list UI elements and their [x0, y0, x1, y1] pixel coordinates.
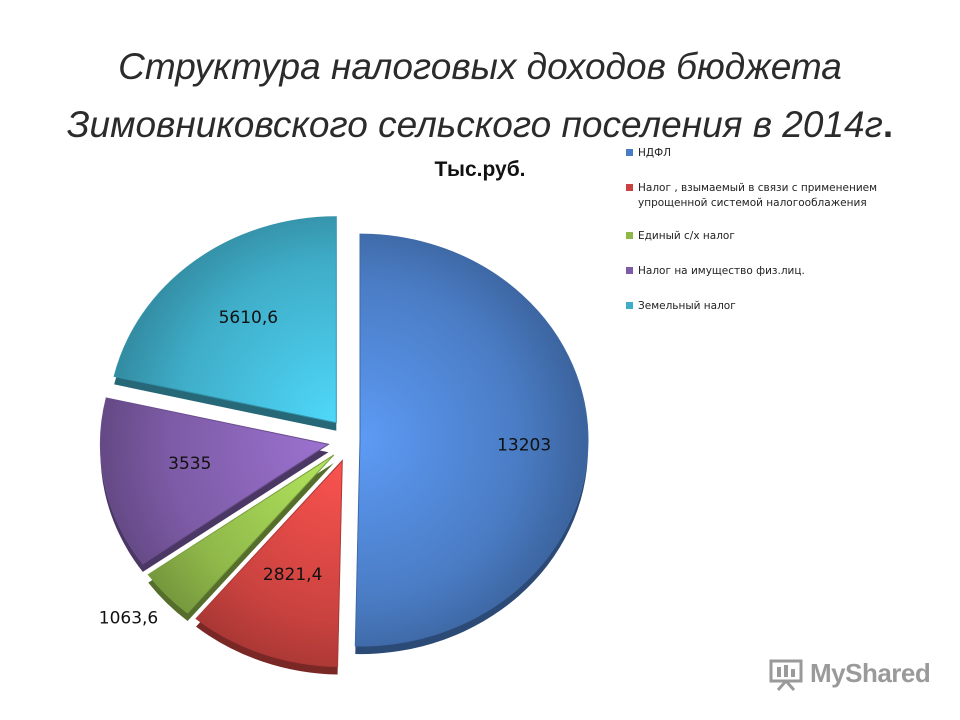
pie-slice-1 [195, 459, 343, 668]
watermark: MyShared [768, 656, 938, 692]
watermark-text: MyShared [810, 658, 931, 688]
legend-item-1: Налог , взымаемый в связи с применением … [626, 181, 926, 211]
pie-slice-2 [147, 454, 335, 614]
title-dot: . [882, 104, 894, 145]
title-line-2-text: Зимовниковского сельского поселения в 20… [66, 104, 883, 145]
legend-item-3: Налог на имущество физ.лиц. [626, 264, 926, 279]
unit-label: Тыс.руб. [434, 158, 526, 181]
legend-swatch-4 [626, 302, 633, 309]
title-line-2: Зимовниковского сельского поселения в 20… [0, 96, 960, 154]
legend-label-3: Налог на имущество физ.лиц. [638, 265, 805, 277]
pie-slice-4 [113, 216, 337, 424]
legend-item-4: Земельный налог [626, 299, 926, 314]
title-line-1: Структура налоговых доходов бюджета [118, 46, 842, 87]
pie-slices [99, 216, 589, 675]
legend-swatch-1 [626, 184, 633, 191]
data-label-0: 13203 [497, 435, 551, 455]
legend-swatch-3 [626, 267, 633, 274]
legend-label-1: Налог , взымаемый в связи с применением … [638, 182, 878, 209]
pie-slice-3 [99, 397, 330, 565]
chart-legend: НДФЛ Налог , взымаемый в связи с применен… [626, 146, 926, 314]
page-title: Структура налоговых доходов бюджета Зимо… [0, 38, 960, 154]
data-label-3: 3535 [168, 454, 211, 474]
data-label-4: 5610,6 [219, 308, 278, 328]
legend-item-0: НДФЛ [626, 146, 926, 161]
legend-item-2: Единый с/х налог [626, 229, 926, 244]
legend-label-0: НДФЛ [638, 147, 672, 159]
pie-data-labels: 13203 2821,4 1063,6 3535 5610,6 [99, 308, 551, 629]
legend-label-4: Земельный налог [638, 300, 736, 312]
pie-slice-0 [354, 233, 589, 647]
legend-label-2: Единый с/х налог [638, 230, 735, 242]
data-label-1: 2821,4 [263, 565, 322, 585]
data-label-2: 1063,6 [99, 609, 158, 629]
legend-swatch-0 [626, 149, 633, 156]
legend-swatch-2 [626, 232, 633, 239]
presentation-board-icon [769, 659, 803, 691]
